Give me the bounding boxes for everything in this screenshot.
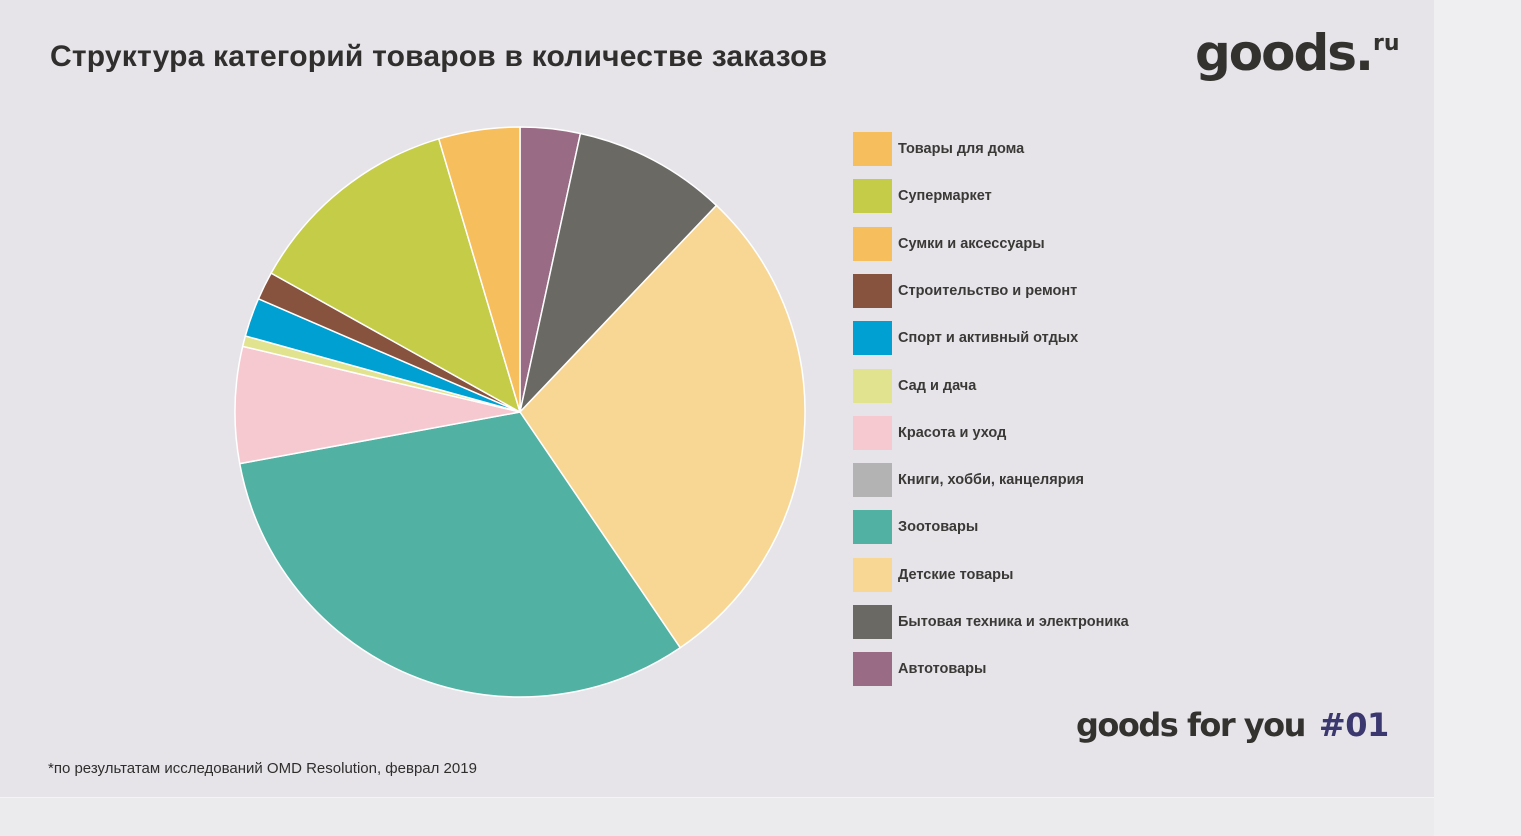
legend-item: Детские товары	[853, 557, 1183, 592]
legend-label: Автотовары	[898, 661, 987, 678]
legend-swatch	[853, 463, 892, 498]
goods-logo: goods.ru	[1195, 28, 1400, 78]
legend-swatch	[853, 179, 892, 214]
legend-swatch	[853, 321, 892, 356]
legend-label: Товары для дома	[898, 141, 1025, 157]
legend-label: Красота и уход	[898, 424, 1007, 441]
pie-slice-1	[519, 132, 718, 413]
legend-swatch	[853, 273, 892, 308]
issue-number: #01	[1318, 706, 1389, 744]
logo-tld: ru	[1373, 31, 1400, 56]
logo-name: goods	[1195, 24, 1357, 82]
legend-item: Товары для дома	[853, 132, 1183, 166]
pie-slice-2	[519, 204, 806, 649]
legend-swatch	[853, 605, 892, 639]
pie-slice-3	[238, 411, 681, 698]
legend-label: Бытовая техника и электроника	[898, 614, 1129, 630]
legend-item: Красота и уход	[853, 415, 1183, 450]
legend-label: Книги, хобби, канцелярия	[898, 472, 1084, 489]
legend-item: Бытовая техника и электроника	[853, 605, 1183, 639]
legend-swatch	[853, 132, 892, 166]
legend-swatch	[853, 226, 892, 261]
legend-item: Автотовары	[853, 652, 1183, 687]
legend-swatch	[853, 415, 892, 450]
tagline-text: goods for you	[1076, 706, 1306, 744]
legend-item: Сумки и аксессуары	[853, 226, 1183, 261]
pie-slice-10	[270, 138, 521, 413]
legend-label: Сад и дача	[898, 377, 977, 394]
page-margin-bottom	[0, 797, 1434, 836]
legend-label: Строительство и ремонт	[898, 282, 1078, 299]
legend-swatch	[853, 557, 892, 592]
legend-label: Супермаркет	[898, 188, 992, 205]
legend-item: Зоотовары	[853, 510, 1183, 545]
legend-label: Детские товары	[898, 566, 1014, 583]
legend-label: Сумки и аксессуары	[898, 235, 1045, 252]
legend-swatch	[853, 368, 892, 403]
footnote: *по результатам исследований OMD Resolut…	[48, 760, 477, 777]
page-margin-right	[1434, 0, 1521, 835]
legend-item: Строительство и ремонт	[853, 273, 1183, 308]
legend-swatch	[853, 652, 892, 687]
chart-title: Структура категорий товаров в количестве…	[50, 40, 828, 73]
legend-label: Спорт и активный отдых	[898, 330, 1079, 347]
legend-swatch	[853, 510, 892, 545]
pie-chart	[234, 126, 806, 698]
tagline: goods for you #01	[1076, 706, 1389, 744]
pie-slice-11	[438, 126, 521, 413]
legend-item: Супермаркет	[853, 179, 1183, 214]
logo-dot: .	[1355, 24, 1374, 82]
legend-item: Книги, хобби, канцелярия	[853, 463, 1183, 498]
legend-label: Зоотовары	[898, 519, 979, 536]
pie-slice-5	[234, 345, 521, 465]
legend-item: Спорт и активный отдых	[853, 321, 1183, 356]
legend-item: Сад и дача	[853, 368, 1183, 403]
